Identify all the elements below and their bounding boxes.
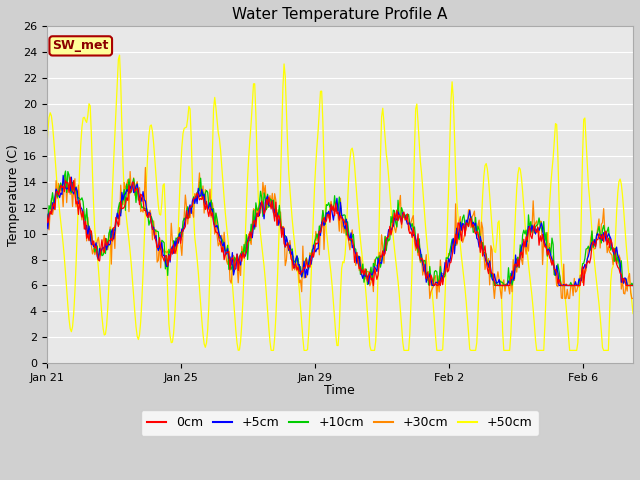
- Line: +10cm: +10cm: [47, 171, 633, 286]
- +50cm: [526, 272, 534, 278]
- +30cm: [43, 216, 51, 222]
- +5cm: [326, 216, 333, 222]
- Line: +30cm: +30cm: [47, 168, 633, 299]
- 0cm: [67, 174, 74, 180]
- 0cm: [326, 219, 333, 225]
- +10cm: [326, 204, 333, 210]
- Line: +5cm: +5cm: [47, 175, 633, 286]
- +10cm: [61, 168, 69, 174]
- Line: +50cm: +50cm: [47, 55, 633, 350]
- 0cm: [43, 212, 51, 218]
- +30cm: [362, 276, 369, 282]
- +30cm: [323, 214, 330, 220]
- +30cm: [393, 222, 401, 228]
- Legend: 0cm, +5cm, +10cm, +30cm, +50cm: 0cm, +5cm, +10cm, +30cm, +50cm: [141, 410, 539, 435]
- +10cm: [428, 283, 436, 288]
- Y-axis label: Temperature (C): Temperature (C): [7, 144, 20, 246]
- +30cm: [629, 296, 637, 301]
- +10cm: [526, 226, 534, 231]
- +30cm: [326, 205, 333, 211]
- 0cm: [369, 283, 377, 288]
- Text: SW_met: SW_met: [52, 39, 109, 52]
- +50cm: [116, 52, 124, 58]
- +5cm: [43, 212, 51, 217]
- +10cm: [629, 283, 637, 288]
- +5cm: [362, 273, 369, 279]
- +5cm: [526, 224, 534, 229]
- 0cm: [526, 224, 534, 229]
- Line: 0cm: 0cm: [47, 177, 633, 286]
- 0cm: [618, 272, 625, 277]
- +50cm: [394, 278, 402, 284]
- +10cm: [618, 258, 625, 264]
- +50cm: [268, 348, 275, 353]
- Title: Water Temperature Profile A: Water Temperature Profile A: [232, 7, 447, 22]
- +50cm: [618, 181, 625, 187]
- 0cm: [323, 218, 330, 224]
- X-axis label: Time: Time: [324, 384, 355, 397]
- +30cm: [618, 286, 625, 292]
- +50cm: [327, 271, 335, 277]
- +5cm: [618, 279, 625, 285]
- +50cm: [362, 295, 370, 301]
- +5cm: [393, 217, 401, 223]
- +50cm: [43, 149, 51, 155]
- 0cm: [362, 266, 369, 272]
- +5cm: [428, 283, 436, 288]
- +50cm: [629, 311, 637, 316]
- 0cm: [629, 283, 637, 288]
- +50cm: [324, 239, 332, 245]
- +10cm: [43, 211, 51, 217]
- +5cm: [629, 283, 637, 288]
- +30cm: [526, 228, 534, 233]
- +10cm: [362, 272, 369, 277]
- +10cm: [393, 224, 401, 230]
- +5cm: [323, 210, 330, 216]
- +10cm: [323, 202, 330, 207]
- +5cm: [60, 172, 67, 178]
- +30cm: [141, 165, 149, 170]
- 0cm: [394, 218, 402, 224]
- +30cm: [426, 296, 434, 301]
